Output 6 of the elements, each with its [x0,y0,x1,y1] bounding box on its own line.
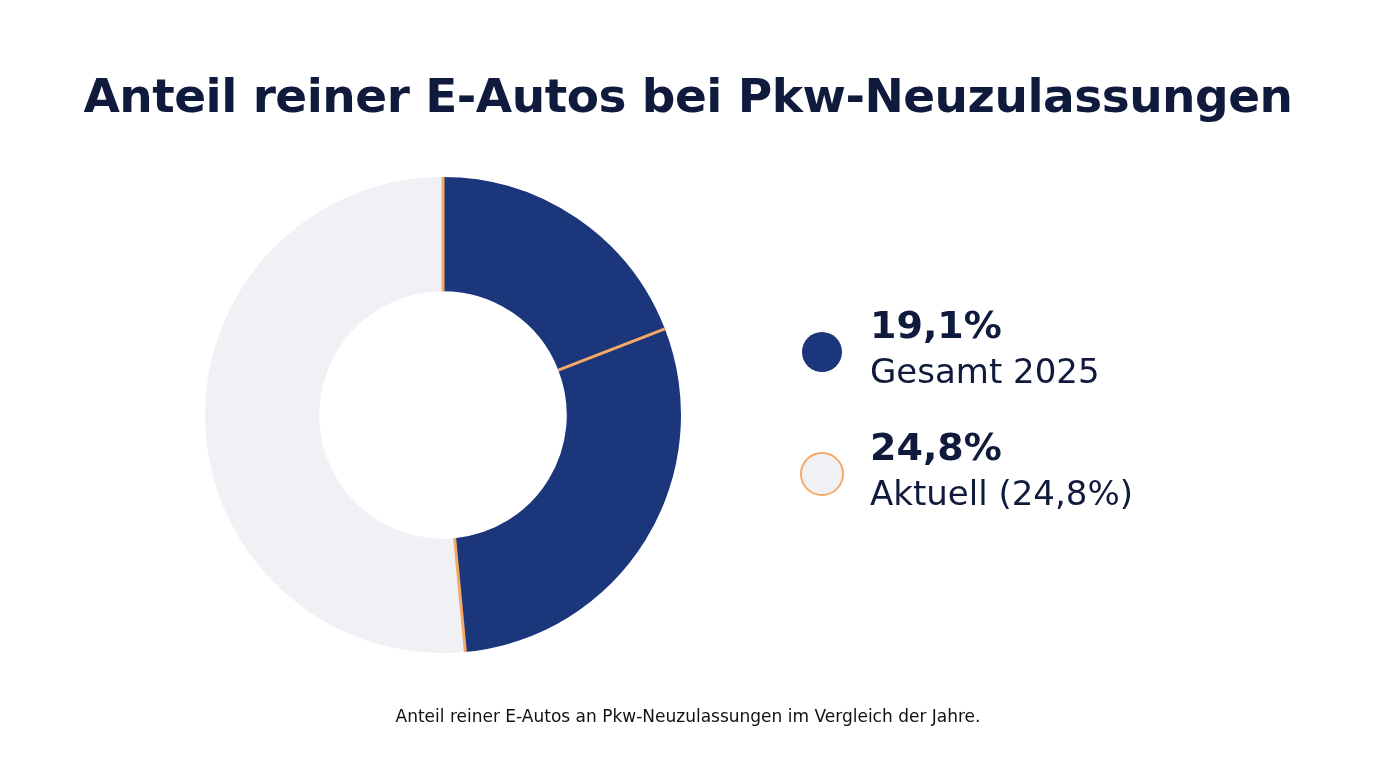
legend-label: Aktuell (24,8%) [870,472,1133,513]
text: Anteil reiner E-Autos an Pkw-Neuzulassungen im Vergleich der Jahre. [394,706,982,726]
text: 19,1% [870,302,1002,347]
text: 24,8% [870,424,1002,469]
chart-title: Anteil reiner E-Autos bei Pkw-Neuzulassungen [82,68,1294,123]
legend-label: Gesamt 2025 [870,350,1100,391]
